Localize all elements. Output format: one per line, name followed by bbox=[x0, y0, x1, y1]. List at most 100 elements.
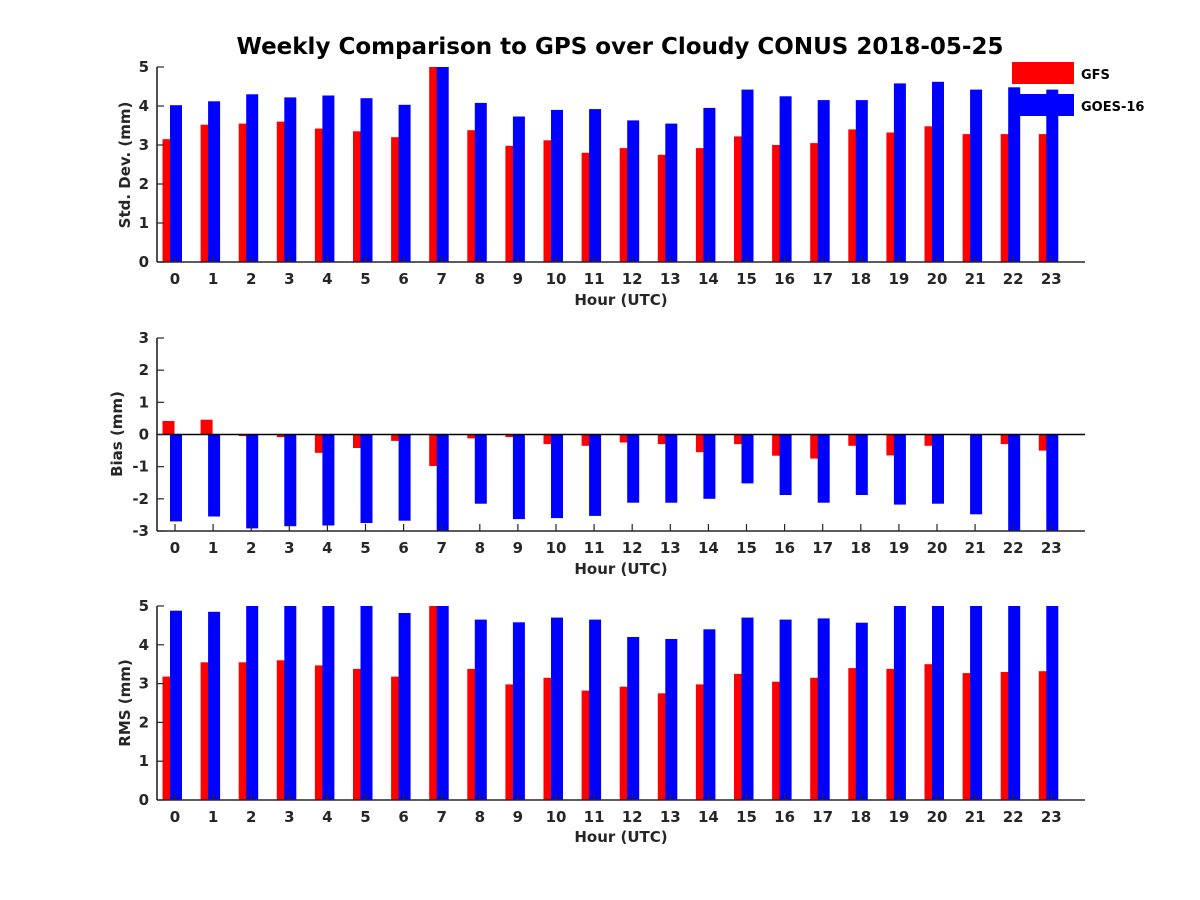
panel-std-dev-xtick-label: 7 bbox=[436, 270, 446, 288]
panel-std-dev-ytick-label: 0 bbox=[139, 253, 149, 271]
panel-std-dev-xtick-label: 13 bbox=[660, 270, 681, 288]
panel-rms-xtick-label: 17 bbox=[812, 808, 833, 826]
panel-rms-xtick-label: 8 bbox=[475, 808, 485, 826]
panel-bias-bar-goes16-22 bbox=[1008, 434, 1021, 531]
panel-bias-bar-goes16-1 bbox=[208, 434, 221, 517]
panel-bias-ytick-label: -1 bbox=[132, 458, 149, 476]
panel-bias-bar-gfs-12 bbox=[619, 434, 632, 443]
panel-rms-bar-goes16-0 bbox=[170, 610, 182, 800]
panel-bias-xlabel: Hour (UTC) bbox=[574, 560, 667, 578]
panel-std-dev-xtick-label: 10 bbox=[546, 270, 567, 288]
panel-std-dev-ytick-label: 4 bbox=[139, 97, 149, 115]
panel-rms-bar-goes16-23 bbox=[1046, 606, 1059, 800]
panel-std-dev-xtick-label: 17 bbox=[812, 270, 833, 288]
panel-std-dev-ytick-label: 2 bbox=[139, 175, 149, 193]
panel-bias-xtick-label: 16 bbox=[774, 539, 795, 557]
panel-rms-xtick-label: 19 bbox=[888, 808, 909, 826]
panel-bias-xtick-label: 2 bbox=[246, 539, 256, 557]
panel-rms-xlabel: Hour (UTC) bbox=[574, 828, 667, 846]
panel-bias-bar-gfs-0 bbox=[162, 421, 175, 435]
panel-bias-bar-goes16-18 bbox=[855, 434, 868, 495]
panel-rms-xtick-label: 16 bbox=[774, 808, 795, 826]
panel-bias-ytick-label: 3 bbox=[139, 329, 149, 347]
panel-rms-xtick-label: 7 bbox=[436, 808, 446, 826]
panel-rms-bar-goes16-12 bbox=[627, 637, 640, 800]
panel-bias-ytick-label: 1 bbox=[139, 393, 149, 411]
panel-rms-bar-goes16-15 bbox=[741, 617, 754, 800]
panel-bias-bar-goes16-19 bbox=[893, 434, 906, 505]
panel-rms-bar-goes16-18 bbox=[855, 622, 868, 800]
panel-std-dev-xtick-label: 0 bbox=[170, 270, 180, 288]
panel-bias-bar-gfs-11 bbox=[581, 434, 594, 446]
panel-bias-xtick-label: 8 bbox=[475, 539, 485, 557]
panel-bias-ytick-label: -2 bbox=[132, 490, 149, 508]
panel-bias-xtick-label: 19 bbox=[888, 539, 909, 557]
legend-swatch-gfs bbox=[1012, 62, 1074, 84]
panel-std-dev-ytick-label: 3 bbox=[139, 136, 149, 154]
panel-std-dev-bar-goes16-11 bbox=[589, 109, 602, 262]
panel-bias-xtick-label: 15 bbox=[736, 539, 757, 557]
panel-bias-bar-goes16-8 bbox=[474, 434, 487, 504]
panel-std-dev-xtick-label: 11 bbox=[584, 270, 605, 288]
panel-bias-xtick-label: 6 bbox=[398, 539, 408, 557]
panel-rms-ytick-label: 3 bbox=[139, 675, 149, 693]
panel-bias-bar-goes16-17 bbox=[817, 434, 830, 503]
panel-bias-bar-goes16-7 bbox=[436, 434, 449, 531]
panel-rms-bar-goes16-14 bbox=[703, 629, 716, 800]
panel-bias-xtick-label: 1 bbox=[208, 539, 218, 557]
panel-std-dev-xtick-label: 5 bbox=[360, 270, 370, 288]
panel-std-dev-xtick-label: 19 bbox=[888, 270, 909, 288]
panel-rms-bar-goes16-16 bbox=[779, 619, 792, 800]
panel-std-dev-bar-goes16-2 bbox=[246, 94, 259, 262]
panel-bias-bar-goes16-14 bbox=[703, 434, 716, 499]
panel-std-dev-bar-goes16-12 bbox=[627, 120, 640, 263]
panel-rms-ytick-label: 0 bbox=[139, 791, 149, 809]
panel-rms-xtick-label: 20 bbox=[927, 808, 948, 826]
panel-bias-bar-goes16-10 bbox=[551, 434, 563, 519]
panel-bias-bar-goes16-9 bbox=[512, 434, 525, 520]
panel-rms-ylabel: RMS (mm) bbox=[116, 659, 134, 746]
panel-rms-ytick-label: 2 bbox=[139, 713, 149, 731]
panel-bias-bar-goes16-4 bbox=[322, 434, 335, 526]
panel-bias-bar-gfs-10 bbox=[543, 434, 556, 445]
panel-bias-xtick-label: 14 bbox=[698, 539, 719, 557]
panel-bias-bar-gfs-1 bbox=[200, 419, 213, 435]
panel-bias-bar-gfs-6 bbox=[391, 434, 404, 441]
panel-bias-xtick-label: 9 bbox=[513, 539, 523, 557]
panel-std-dev-bar-goes16-18 bbox=[855, 100, 868, 262]
panel-rms-bar-goes16-2 bbox=[246, 606, 259, 800]
panel-rms-xtick-label: 13 bbox=[660, 808, 681, 826]
panel-bias-xtick-label: 18 bbox=[850, 539, 871, 557]
panel-bias-xtick-label: 5 bbox=[360, 539, 370, 557]
panel-bias-ylabel: Bias (mm) bbox=[108, 391, 126, 477]
panel-rms-bar-goes16-6 bbox=[398, 613, 411, 800]
panel-rms-bar-goes16-9 bbox=[512, 622, 525, 800]
panel-bias-xtick-label: 12 bbox=[622, 539, 643, 557]
panel-rms-bar-goes16-19 bbox=[893, 606, 906, 800]
panel-bias-xtick-label: 3 bbox=[284, 539, 294, 557]
panel-rms-bar-goes16-20 bbox=[932, 606, 944, 800]
panel-bias-bar-gfs-8 bbox=[467, 434, 480, 439]
legend-swatch-goes16 bbox=[1012, 94, 1074, 116]
panel-std-dev-bar-goes16-17 bbox=[817, 100, 830, 262]
panel-std-dev-xtick-label: 4 bbox=[322, 270, 332, 288]
panel-bias-xtick-label: 13 bbox=[660, 539, 681, 557]
panel-std-dev-xtick-label: 16 bbox=[774, 270, 795, 288]
panel-bias-xtick-label: 11 bbox=[584, 539, 605, 557]
panel-bias-bar-goes16-5 bbox=[360, 434, 373, 523]
panel-rms-xtick-label: 18 bbox=[850, 808, 871, 826]
panel-rms-ytick-label: 5 bbox=[139, 597, 149, 615]
panel-std-dev-bar-goes16-19 bbox=[893, 83, 906, 263]
panel-rms-xtick-label: 23 bbox=[1041, 808, 1062, 826]
panel-bias-bar-gfs-15 bbox=[734, 434, 746, 445]
panel-std-dev-bar-goes16-20 bbox=[932, 81, 944, 262]
panel-rms-ytick-label: 1 bbox=[139, 752, 149, 770]
panel-bias-bar-goes16-3 bbox=[284, 434, 297, 527]
panel-rms-bar-goes16-4 bbox=[322, 606, 335, 800]
panel-std-dev-xtick-label: 22 bbox=[1003, 270, 1024, 288]
panel-bias-ytick-label: 2 bbox=[139, 361, 149, 379]
panel-std-dev-bar-goes16-3 bbox=[284, 97, 297, 263]
panel-bias-bar-goes16-0 bbox=[170, 434, 182, 522]
panel-bias-xtick-label: 0 bbox=[170, 539, 180, 557]
